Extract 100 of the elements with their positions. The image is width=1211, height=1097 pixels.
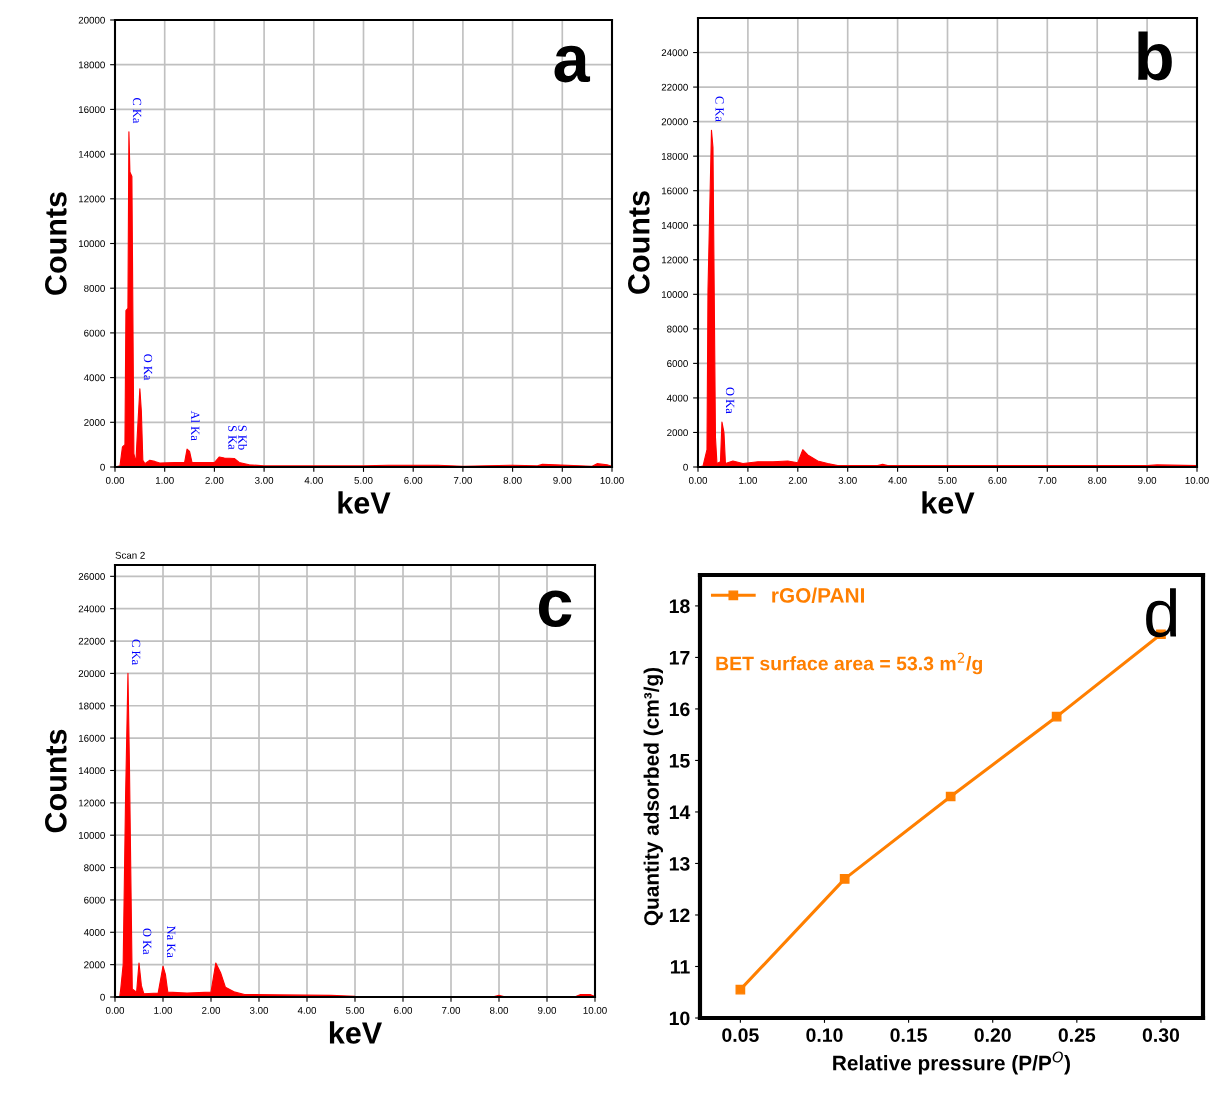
- y-tick-label: 16000: [78, 106, 105, 114]
- annotation: S Ka: [228, 425, 237, 450]
- x-tick-label: 2.00: [202, 1006, 221, 1014]
- y-tick-label: 2000: [667, 429, 688, 437]
- y-tick-label: 24000: [661, 49, 688, 57]
- annotation: b: [1138, 31, 1172, 81]
- x-tick-label: 7.00: [453, 476, 472, 484]
- annotation: d: [1146, 588, 1177, 638]
- y-tick-label: 12000: [78, 195, 105, 203]
- y-tick-label: 12: [669, 908, 690, 923]
- y-tick-label: 4000: [83, 374, 105, 382]
- x-tick-label: 9.00: [538, 1006, 557, 1014]
- y-tick-label: 8000: [84, 284, 105, 292]
- annotation: BET surface area = 53.3 m$^{2}$/g: [716, 652, 983, 675]
- x-tick-label: 5.00: [938, 476, 957, 484]
- annotation: S Kb: [238, 425, 247, 450]
- x-tick-label: 1.00: [155, 476, 174, 484]
- x-tick-label: 0.15: [890, 1028, 927, 1042]
- x-tick-label: 10.00: [600, 476, 624, 484]
- y-tick-label: 10000: [78, 831, 105, 839]
- y-tick-label: 24000: [78, 605, 105, 613]
- x-tick-label: 9.00: [553, 476, 572, 484]
- x-axis-title: keV: [922, 491, 975, 514]
- x-tick-label: 10.00: [1185, 476, 1209, 484]
- annotation: O Ka: [142, 928, 152, 955]
- x-tick-label: 3.00: [249, 1006, 269, 1014]
- y-tick-label: 22000: [661, 83, 688, 91]
- y-axis-title: Counts: [45, 729, 67, 833]
- x-tick-label: 5.00: [354, 476, 373, 484]
- y-tick-label: 22000: [78, 637, 105, 645]
- annotation: O Ka: [725, 387, 735, 414]
- annotation: O Ka: [143, 354, 153, 381]
- y-tick-label: 2000: [84, 961, 105, 969]
- x-tick-label: 2.00: [788, 476, 807, 484]
- y-tick-label: 10000: [78, 240, 105, 248]
- x-tick-label: 0.30: [1142, 1028, 1180, 1043]
- x-axis-title: keV: [338, 491, 391, 514]
- point: [1051, 711, 1062, 722]
- point: [945, 791, 956, 802]
- y-tick-label: 6000: [84, 896, 105, 904]
- y-tick-label: 18000: [78, 702, 105, 710]
- x-tick-label: 10.00: [583, 1006, 607, 1014]
- y-tick-label: 18000: [78, 61, 105, 69]
- x-axis-title: keV: [329, 1021, 382, 1044]
- x-tick-label: 6.00: [988, 476, 1007, 484]
- annotation: a: [554, 45, 591, 83]
- y-tick-label: 16000: [78, 734, 105, 742]
- y-tick-label: 6000: [667, 360, 688, 367]
- x-tick-label: 4.00: [888, 476, 907, 484]
- y-tick-label: 12000: [661, 256, 688, 264]
- x-tick-label: 7.00: [1038, 476, 1057, 484]
- y-tick-label: 15: [669, 754, 690, 768]
- y-tick-label: 2000: [84, 419, 105, 426]
- y-tick-label: 10000: [661, 291, 688, 298]
- x-tick-label: 0.00: [688, 476, 708, 484]
- y-tick-label: 18: [669, 599, 690, 614]
- x-tick-label: 9.00: [1138, 476, 1157, 484]
- y-tick-label: 20000: [661, 118, 688, 126]
- y-axis-title: Counts: [45, 192, 67, 295]
- y-axis-title: Counts: [628, 191, 650, 294]
- y-axis-title: Quantity adsorbed (cm³/g): [643, 667, 664, 926]
- point: [735, 984, 746, 995]
- y-tick-label: 14000: [661, 221, 688, 229]
- y-tick-label: 20000: [78, 670, 105, 678]
- y-tick-label: 16000: [661, 187, 688, 195]
- point: [839, 874, 850, 884]
- annotation: Al Ka: [190, 410, 200, 441]
- x-tick-label: 3.00: [255, 476, 274, 484]
- y-tick-label: 11: [670, 960, 690, 974]
- x-tick-label: 0.10: [806, 1028, 843, 1042]
- x-tick-label: 5.00: [345, 1006, 365, 1014]
- x-tick-label: 1.00: [739, 476, 757, 484]
- y-tick-label: 14000: [78, 767, 105, 775]
- y-tick-label: 26000: [78, 573, 105, 580]
- y-tick-label: 0: [100, 463, 105, 471]
- x-tick-label: 7.00: [442, 1006, 461, 1014]
- x-tick-label: 0.05: [722, 1028, 759, 1042]
- y-tick-label: 13: [669, 856, 690, 871]
- x-tick-label: 6.00: [404, 476, 423, 484]
- annotation: Na Ka: [166, 926, 176, 958]
- x-tick-label: 8.00: [1088, 476, 1107, 484]
- y-tick-label: 14: [669, 805, 691, 819]
- y-tick-label: 4000: [83, 929, 105, 936]
- y-tick-label: 8000: [84, 864, 105, 872]
- x-tick-label: 3.00: [838, 476, 857, 484]
- y-tick-label: 10: [669, 1011, 690, 1026]
- text: Scan 2: [115, 551, 145, 559]
- x-tick-label: 4.00: [304, 476, 323, 484]
- annotation: C Ka: [715, 96, 724, 122]
- annotation: c: [538, 590, 572, 627]
- x-tick-label: 6.00: [394, 1006, 413, 1014]
- y-tick-label: 0: [100, 993, 105, 1001]
- y-tick-label: 0: [683, 463, 688, 471]
- y-tick-label: 14000: [78, 150, 105, 158]
- y-tick-label: 12000: [78, 799, 105, 807]
- y-tick-label: 4000: [666, 394, 688, 402]
- y-tick-label: 20000: [78, 16, 105, 24]
- legend-label: rGO/PANI: [772, 587, 864, 604]
- y-tick-label: 16: [669, 702, 690, 717]
- y-tick-label: 18000: [661, 152, 688, 160]
